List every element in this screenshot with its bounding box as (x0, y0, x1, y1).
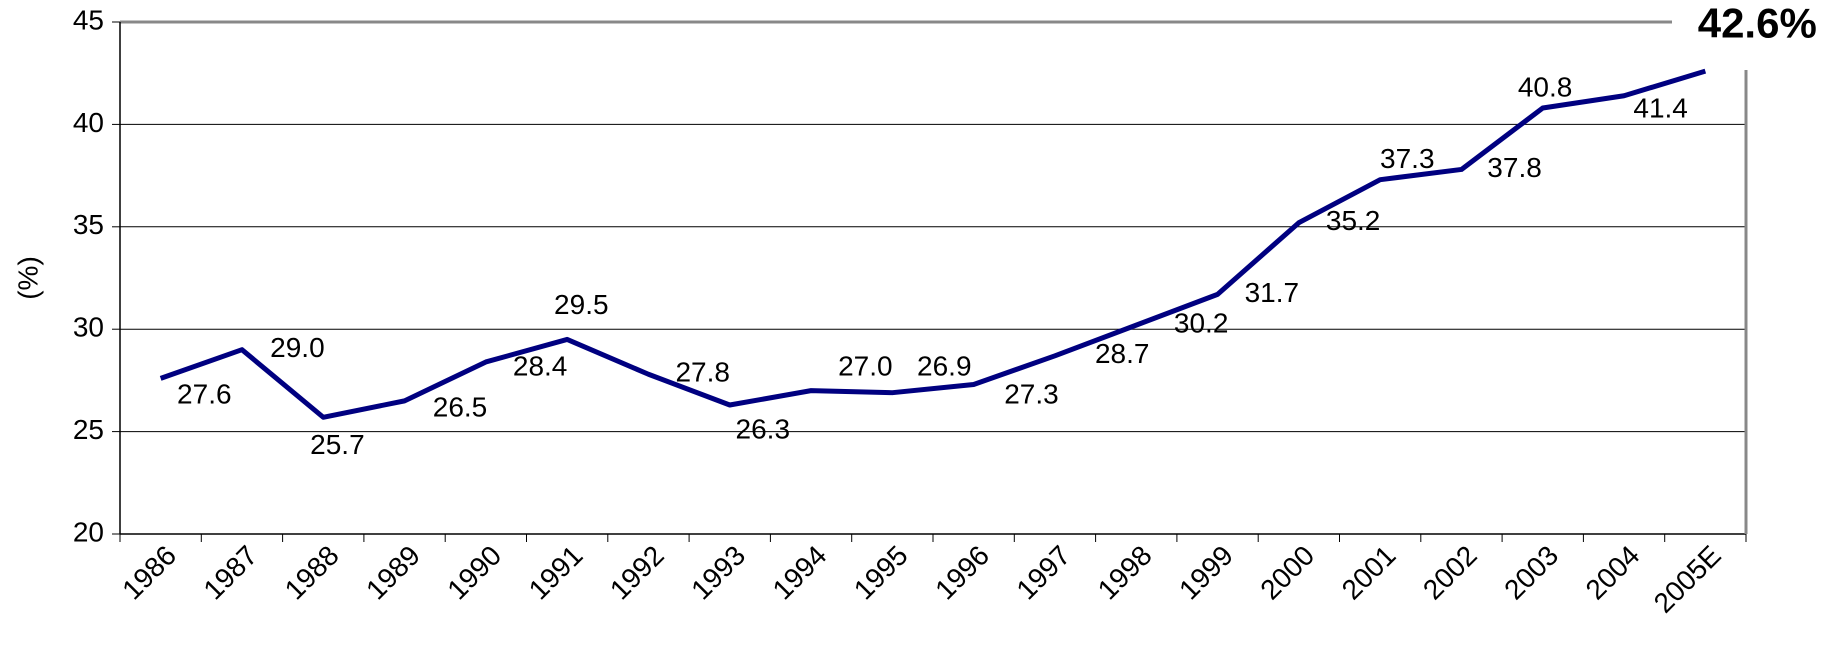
data-label: 37.8 (1487, 152, 1542, 183)
y-tick-label: 20 (73, 516, 104, 547)
data-label: 37.3 (1380, 143, 1435, 174)
y-tick-label: 30 (73, 312, 104, 343)
x-tick-label: 1998 (1092, 540, 1158, 606)
x-tick-label: 1986 (116, 540, 182, 606)
data-label: 26.5 (433, 392, 488, 423)
data-label: 31.7 (1245, 277, 1300, 308)
x-tick-label: 2003 (1498, 540, 1564, 606)
x-tick-label: 2001 (1336, 540, 1402, 606)
data-label: 27.6 (177, 378, 232, 409)
data-line (159, 68, 1707, 420)
x-tick-label: 1997 (1010, 540, 1076, 606)
data-label: 27.3 (1004, 379, 1059, 410)
x-tick-label: 1988 (279, 540, 345, 606)
x-tick-label: 1987 (197, 540, 263, 606)
x-tick-label: 1993 (685, 540, 751, 606)
data-label: 42.6% (1698, 0, 1817, 46)
y-tick-label: 25 (73, 414, 104, 445)
data-label: 27.8 (675, 357, 730, 388)
x-tick-label: 1991 (523, 540, 589, 606)
data-label: 30.2 (1174, 307, 1229, 338)
x-tick-label: 1995 (848, 540, 914, 606)
y-tick-label: 35 (73, 209, 104, 240)
x-tick-label: 1990 (441, 540, 507, 606)
x-tick-label: 1996 (929, 540, 995, 606)
x-tick-label: 1994 (767, 540, 833, 606)
data-label: 29.5 (554, 289, 609, 320)
data-label: 40.8 (1518, 72, 1573, 103)
x-tick-label: 2000 (1254, 540, 1320, 606)
x-tick-label: 2004 (1580, 540, 1646, 606)
data-label: 26.3 (736, 413, 791, 444)
data-label: 41.4 (1633, 92, 1688, 123)
x-tick-label: 1999 (1173, 540, 1239, 606)
x-tick-label: 1989 (360, 540, 426, 606)
data-label: 29.0 (270, 332, 325, 363)
x-tick-label: 1992 (604, 540, 670, 606)
data-label: 25.7 (310, 429, 365, 460)
data-label: 27.0 (838, 351, 893, 382)
y-axis-label: (%) (12, 256, 43, 300)
data-label: 28.4 (513, 350, 568, 381)
y-tick-label: 45 (73, 4, 104, 35)
data-label: 28.7 (1095, 338, 1150, 369)
y-tick-label: 40 (73, 107, 104, 138)
data-label: 26.9 (917, 350, 972, 381)
x-tick-label: 2002 (1417, 540, 1483, 606)
data-label: 35.2 (1326, 205, 1381, 236)
x-tick-label: 2005E (1648, 540, 1727, 619)
